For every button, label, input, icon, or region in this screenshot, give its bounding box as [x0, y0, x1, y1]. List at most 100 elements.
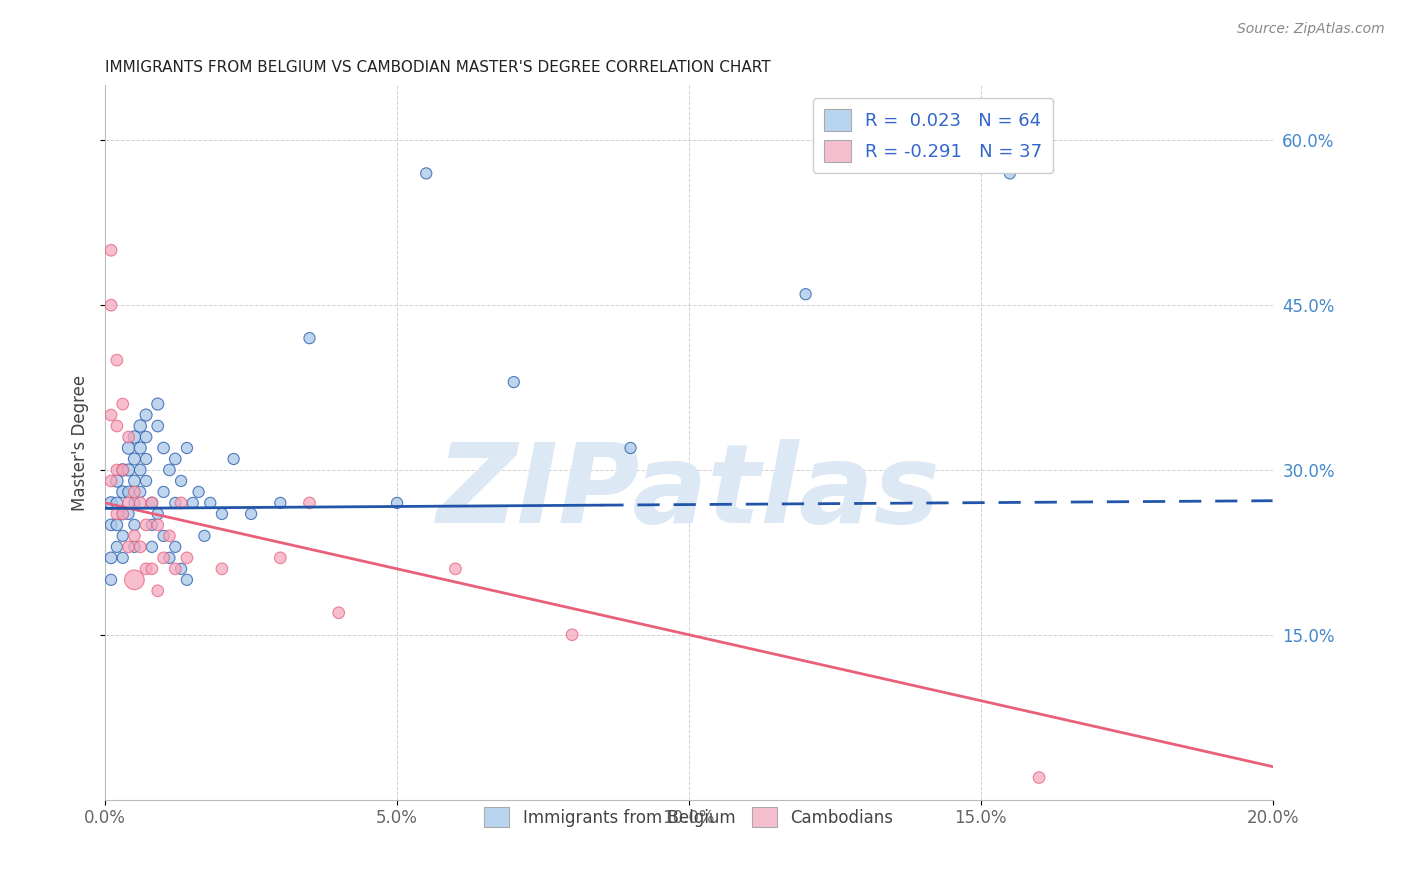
Point	[105, 517, 128, 532]
Point	[240, 507, 263, 521]
Point	[117, 430, 139, 444]
Point	[165, 452, 187, 467]
Point	[111, 507, 134, 521]
Point	[165, 562, 187, 576]
Point	[129, 540, 152, 554]
Point	[269, 496, 291, 510]
Point	[157, 550, 180, 565]
Point	[129, 419, 152, 434]
Text: ZIPatlas: ZIPatlas	[437, 439, 941, 546]
Point	[105, 353, 128, 368]
Point	[146, 583, 169, 598]
Point	[100, 244, 122, 258]
Text: Source: ZipAtlas.com: Source: ZipAtlas.com	[1237, 22, 1385, 37]
Y-axis label: Master's Degree: Master's Degree	[72, 375, 89, 510]
Point	[135, 430, 157, 444]
Point	[100, 298, 122, 312]
Point	[170, 496, 193, 510]
Point	[502, 375, 524, 389]
Point	[152, 529, 174, 543]
Point	[328, 606, 350, 620]
Point	[100, 496, 122, 510]
Point	[157, 463, 180, 477]
Point	[211, 562, 233, 576]
Point	[117, 441, 139, 455]
Point	[111, 550, 134, 565]
Point	[135, 474, 157, 488]
Point	[100, 474, 122, 488]
Point	[176, 550, 198, 565]
Point	[165, 540, 187, 554]
Point	[152, 441, 174, 455]
Point	[117, 485, 139, 500]
Point	[141, 517, 163, 532]
Point	[146, 507, 169, 521]
Point	[111, 529, 134, 543]
Point	[111, 485, 134, 500]
Point	[269, 550, 291, 565]
Point	[152, 550, 174, 565]
Legend: Immigrants from Belgium, Cambodians: Immigrants from Belgium, Cambodians	[478, 800, 900, 834]
Point	[105, 474, 128, 488]
Point	[135, 452, 157, 467]
Text: IMMIGRANTS FROM BELGIUM VS CAMBODIAN MASTER'S DEGREE CORRELATION CHART: IMMIGRANTS FROM BELGIUM VS CAMBODIAN MAS…	[105, 60, 770, 75]
Point	[385, 496, 408, 510]
Point	[124, 496, 146, 510]
Point	[222, 452, 245, 467]
Point	[200, 496, 222, 510]
Point	[124, 485, 146, 500]
Point	[298, 496, 321, 510]
Point	[211, 507, 233, 521]
Point	[117, 496, 139, 510]
Point	[111, 397, 134, 411]
Point	[124, 517, 146, 532]
Point	[794, 287, 817, 301]
Point	[100, 550, 122, 565]
Point	[157, 529, 180, 543]
Point	[170, 474, 193, 488]
Point	[105, 507, 128, 521]
Point	[176, 573, 198, 587]
Point	[619, 441, 641, 455]
Point	[181, 496, 204, 510]
Point	[146, 419, 169, 434]
Point	[124, 540, 146, 554]
Point	[111, 463, 134, 477]
Point	[165, 496, 187, 510]
Point	[193, 529, 215, 543]
Point	[129, 496, 152, 510]
Point	[100, 408, 122, 422]
Point	[124, 474, 146, 488]
Point	[444, 562, 467, 576]
Point	[135, 517, 157, 532]
Point	[124, 430, 146, 444]
Point	[124, 573, 146, 587]
Point	[141, 496, 163, 510]
Point	[152, 485, 174, 500]
Point	[105, 540, 128, 554]
Point	[135, 408, 157, 422]
Point	[117, 507, 139, 521]
Point	[117, 540, 139, 554]
Point	[111, 507, 134, 521]
Point	[187, 485, 209, 500]
Point	[124, 529, 146, 543]
Point	[298, 331, 321, 345]
Point	[146, 517, 169, 532]
Point	[111, 463, 134, 477]
Point	[100, 517, 122, 532]
Point	[998, 166, 1021, 180]
Point	[105, 463, 128, 477]
Point	[135, 562, 157, 576]
Point	[176, 441, 198, 455]
Point	[1028, 771, 1050, 785]
Point	[141, 496, 163, 510]
Point	[141, 540, 163, 554]
Point	[141, 562, 163, 576]
Point	[170, 562, 193, 576]
Point	[105, 419, 128, 434]
Point	[561, 628, 583, 642]
Point	[129, 485, 152, 500]
Point	[129, 441, 152, 455]
Point	[146, 397, 169, 411]
